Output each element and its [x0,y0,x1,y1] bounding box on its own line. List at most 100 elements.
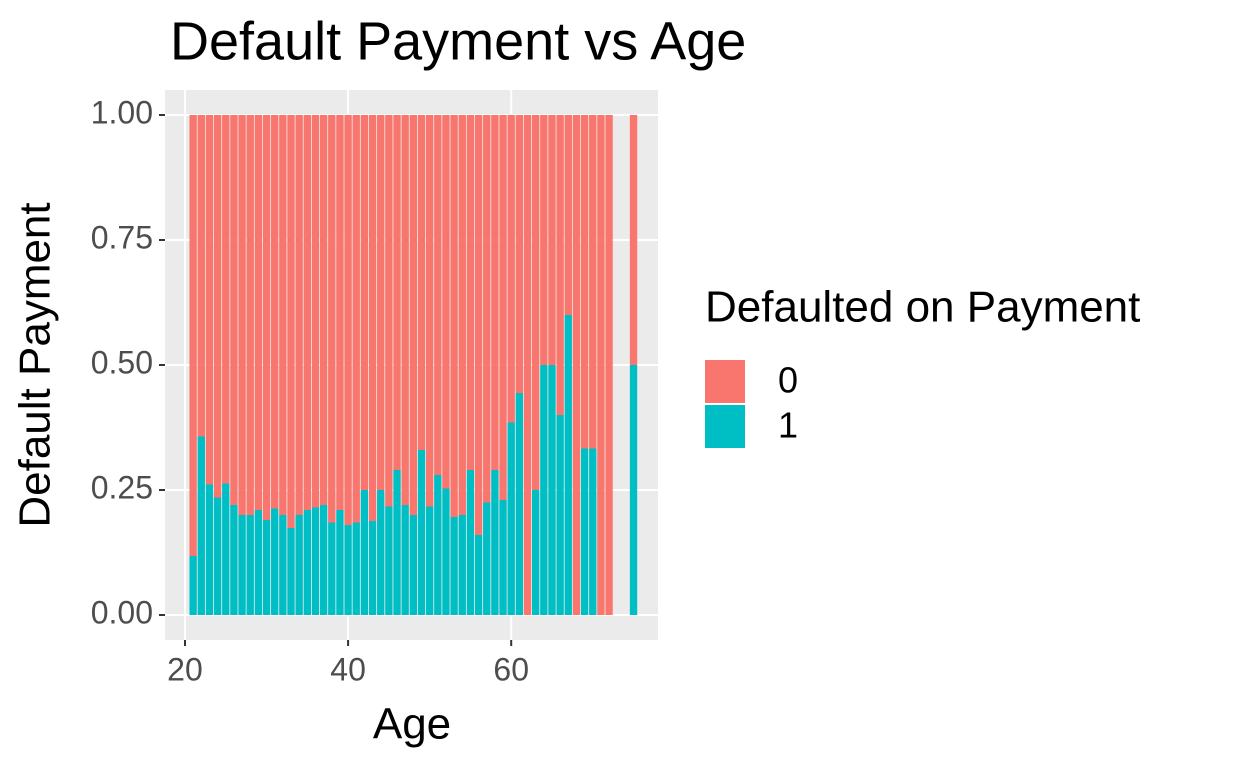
bar-segment [507,422,515,615]
bar-segment [531,115,540,490]
bar-segment [548,115,556,365]
legend-label: 0 [778,360,798,401]
x-tick-label: 60 [493,651,529,687]
bar-segment [450,115,458,517]
bar-segment [222,115,230,484]
bar-segment [279,515,287,615]
bar-segment [515,393,524,615]
bar-segment [271,508,279,615]
bar-segment [523,115,532,615]
bar-segment [271,115,279,509]
bar-segment [336,510,344,615]
bar-segment [417,115,426,450]
x-tick-label: 20 [167,651,203,687]
bar-segment [393,115,401,470]
bar-segment [385,115,393,507]
bar-segment [197,115,205,437]
bar-segment [393,470,401,615]
bar-segment [401,505,409,615]
bar-segment [629,365,638,615]
bar-segment [597,115,605,615]
bar-segment [483,502,491,615]
bar-segment [483,115,491,503]
bar-segment [605,115,613,615]
bar-segment [409,515,418,615]
bar-segment [385,506,393,615]
y-tick-label: 0.00 [91,594,153,630]
bar-segment [515,115,524,393]
bar-segment [262,520,271,615]
bar-segment [417,450,426,615]
bar-segment [279,115,287,515]
bar-segment [360,490,369,615]
bar-segment [287,528,295,615]
bar-segment [238,115,246,515]
bar-segment [556,115,564,415]
legend-title: Defaulted on Payment [705,283,1140,332]
bar-segment [238,515,246,615]
bar-segment [580,448,589,615]
bar-segment [434,475,442,615]
bar-segment [230,115,238,505]
bar-segment [295,115,303,515]
bar-segment [319,505,328,615]
bar-segment [246,115,254,515]
y-axis-title: Default Payment [11,202,60,527]
bar-segment [434,115,442,475]
bar-segment [254,510,263,615]
bar-segment [401,115,409,505]
y-tick-label: 0.25 [91,469,153,505]
bar-segment [458,115,466,515]
bar-segment [213,497,222,615]
bar-segment [205,484,214,615]
x-tick-label: 40 [330,651,366,687]
bar-segment [491,115,499,470]
bar-segment [442,488,450,615]
bar-segment [589,448,597,615]
bar-segment [377,490,385,615]
y-tick-label: 0.75 [91,219,153,255]
bar-segment [213,115,222,498]
bar-segment [474,535,483,615]
bar-segment [352,115,360,523]
bar-segment [344,525,352,615]
bar-segment [548,365,556,615]
bar-segment [564,115,572,315]
bar-segment [336,115,344,510]
y-tick-label: 0.50 [91,344,153,380]
bar-segment [450,517,458,615]
bar-segment [254,115,263,510]
bar-segment [311,507,320,615]
bar-segment [205,115,214,485]
bar-segment [262,115,271,520]
bar-segment [311,115,320,508]
bar-segment [287,115,295,528]
bar-segment [458,515,466,615]
bar-segment [246,515,254,615]
bar-segment [425,115,434,507]
bar-segment [377,115,385,490]
bar-segment [589,115,597,449]
bar-segment [303,115,311,510]
bar-segment [540,365,548,615]
bar-segment [352,522,360,615]
bar-segment [507,115,515,423]
bar-segment [442,115,450,489]
x-axis-title: Age [373,700,451,749]
bar-segment [564,315,572,615]
bar-segment [466,470,475,615]
bar-segment [368,115,377,521]
bar-segment [466,115,475,470]
bar-segment [303,510,311,615]
chart-title: Default Payment vs Age [170,11,746,71]
bar-segment [328,522,336,615]
bar-segment [360,115,369,490]
bar-segment [540,115,548,365]
bar-segment [319,115,328,505]
legend-label: 1 [778,405,798,446]
bar-segment [499,500,507,615]
bar-segment [409,115,418,515]
bar-segment [197,436,205,615]
legend-key [705,360,745,403]
